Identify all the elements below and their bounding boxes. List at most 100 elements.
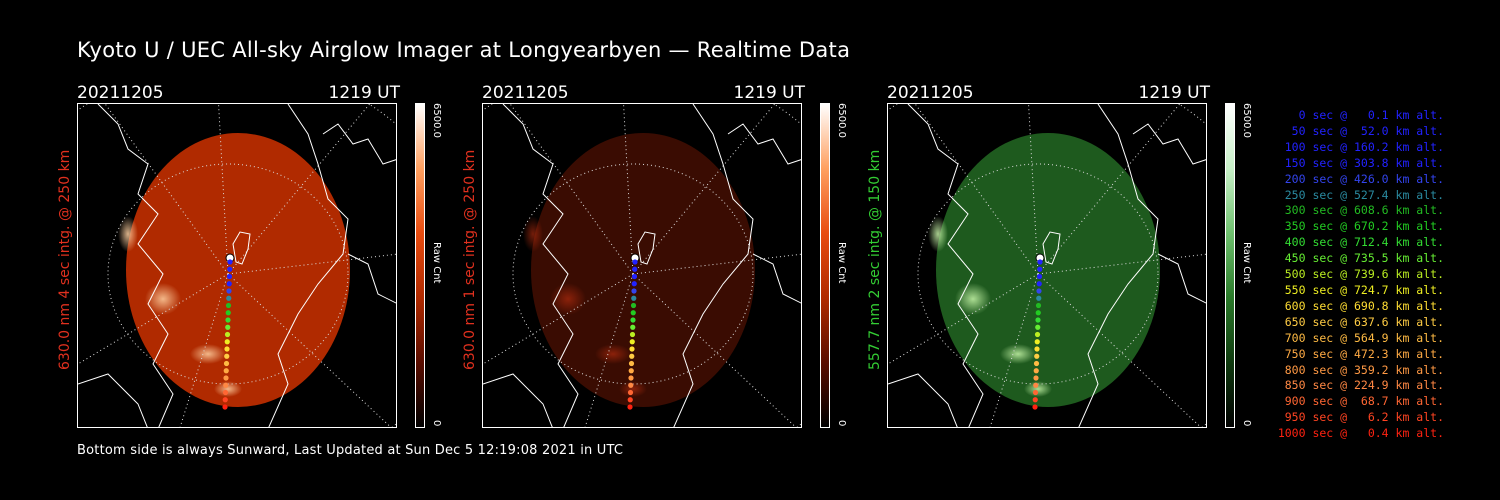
sky-disk	[936, 133, 1160, 407]
panel1-time: 1219 UT	[328, 83, 401, 103]
trajectory-point	[1035, 317, 1041, 323]
aurora-patch	[523, 216, 543, 252]
trajectory-point	[630, 317, 636, 323]
trajectory-point	[1034, 339, 1040, 345]
panel3-image	[887, 103, 1207, 428]
trajectory-point	[628, 375, 634, 381]
trajectory-point	[1036, 281, 1042, 287]
panel2-image	[482, 103, 802, 428]
legend-entry: 400 sec @ 712.4 km alt.	[1284, 235, 1444, 250]
trajectory-point	[631, 288, 637, 294]
aurora-patch	[619, 381, 647, 397]
aurora-patch	[118, 216, 138, 252]
trajectory-point	[629, 346, 635, 352]
legend-entry: 1000 sec @ 0.4 km alt.	[1277, 426, 1444, 441]
panel3-cbar-max: 6500.0	[1241, 103, 1252, 138]
trajectory-point	[630, 324, 636, 330]
legend-entry: 700 sec @ 564.9 km alt.	[1284, 330, 1444, 345]
trajectory-point	[225, 310, 231, 316]
legend-entry: 150 sec @ 303.8 km alt.	[1284, 155, 1444, 170]
trajectory-point	[224, 339, 230, 345]
trajectory-point	[222, 404, 228, 410]
trajectory-point	[1037, 266, 1043, 272]
trajectory-point	[224, 346, 230, 352]
trajectory-point	[222, 389, 229, 396]
panel1-date: 20211205	[77, 83, 164, 103]
trajectory-point	[224, 331, 231, 338]
legend-entry: 100 sec @ 160.2 km alt.	[1284, 139, 1444, 154]
trajectory-point	[1035, 310, 1041, 316]
coastlines	[888, 104, 1206, 427]
trajectory-point	[222, 397, 228, 403]
legend-entry: 0 sec @ 0.1 km alt.	[1298, 108, 1444, 122]
panel2-time: 1219 UT	[733, 83, 806, 103]
trajectory-point	[1035, 324, 1041, 330]
trajectory-point	[1033, 375, 1039, 381]
trajectory-point	[226, 295, 232, 301]
trajectory-point	[225, 302, 232, 309]
trajectory-point	[629, 331, 636, 338]
trajectory-point	[225, 317, 231, 323]
panel3-ylabel: 557.7 nm 2 sec intg. @ 150 km	[867, 149, 883, 370]
legend-entry: 200 sec @ 426.0 km alt.	[1284, 171, 1444, 186]
coastlines	[78, 104, 396, 427]
footer-note: Bottom side is always Sunward, Last Upda…	[77, 443, 624, 458]
trajectory-point	[628, 360, 635, 367]
trajectory-point	[1035, 302, 1042, 309]
trajectory-point	[1033, 382, 1039, 388]
coastlines	[483, 104, 801, 427]
trajectory-point	[631, 281, 637, 287]
panel1-colorbar	[415, 103, 425, 428]
legend-entry: 50 sec @ 52.0 km alt.	[1291, 123, 1444, 138]
legend-entry: 850 sec @ 224.9 km alt.	[1284, 378, 1444, 393]
trajectory-point	[1034, 353, 1040, 359]
aurora-patch	[1024, 381, 1052, 397]
legend-entry: 300 sec @ 608.6 km alt.	[1284, 203, 1444, 218]
trajectory-point	[223, 375, 229, 381]
sky-disk	[531, 133, 755, 407]
trajectory-point	[1036, 288, 1042, 294]
legend-entry: 350 sec @ 670.2 km alt.	[1284, 219, 1444, 234]
panel3-date: 20211205	[887, 83, 974, 103]
legend-entry: 500 sec @ 739.6 km alt.	[1284, 267, 1444, 282]
trajectory-point	[632, 266, 638, 272]
panel1-cbar-min: 0	[431, 420, 442, 427]
legend-entry: 250 sec @ 527.4 km alt.	[1284, 187, 1444, 202]
legend-entry: 450 sec @ 735.5 km alt.	[1284, 251, 1444, 266]
trajectory-point	[226, 281, 232, 287]
aurora-patch	[595, 344, 631, 364]
trajectory-point	[227, 259, 233, 265]
panel1-cbar-unit: Raw Cnt	[431, 242, 442, 284]
trajectory	[1032, 253, 1045, 410]
trajectory-point	[1034, 331, 1041, 338]
trajectory-point	[1033, 368, 1039, 374]
panel2-map	[483, 104, 801, 427]
trajectory-point	[631, 295, 637, 301]
panel1-ylabel: 630.0 nm 4 sec intg. @ 250 km	[57, 149, 73, 370]
trajectory-point	[225, 324, 231, 330]
aurora-patch	[190, 344, 226, 364]
aurora-patch	[1000, 344, 1036, 364]
legend-entry: 950 sec @ 6.2 km alt.	[1284, 410, 1444, 425]
sky-disk	[126, 133, 350, 407]
trajectory-point	[1036, 273, 1043, 280]
panel2-cbar-min: 0	[836, 420, 847, 427]
trajectory-point	[226, 273, 233, 280]
panel3-map	[888, 104, 1206, 427]
aurora-patch	[928, 216, 948, 252]
trajectory-point	[628, 368, 634, 374]
panel1-map	[78, 104, 396, 427]
legend-entry: 550 sec @ 724.7 km alt.	[1284, 282, 1444, 297]
trajectory-point	[1034, 346, 1040, 352]
trajectory-point	[1032, 404, 1038, 410]
trajectory-point	[630, 302, 637, 309]
trajectory-point	[1036, 295, 1042, 301]
trajectory-point	[630, 310, 636, 316]
panel2-colorbar	[820, 103, 830, 428]
trajectory-point	[627, 404, 633, 410]
panel3-cbar-min: 0	[1241, 420, 1252, 427]
legend-entry: 900 sec @ 68.7 km alt.	[1284, 394, 1444, 409]
trajectory-point	[227, 266, 233, 272]
trajectory-point	[224, 353, 230, 359]
trajectory-point	[223, 382, 229, 388]
